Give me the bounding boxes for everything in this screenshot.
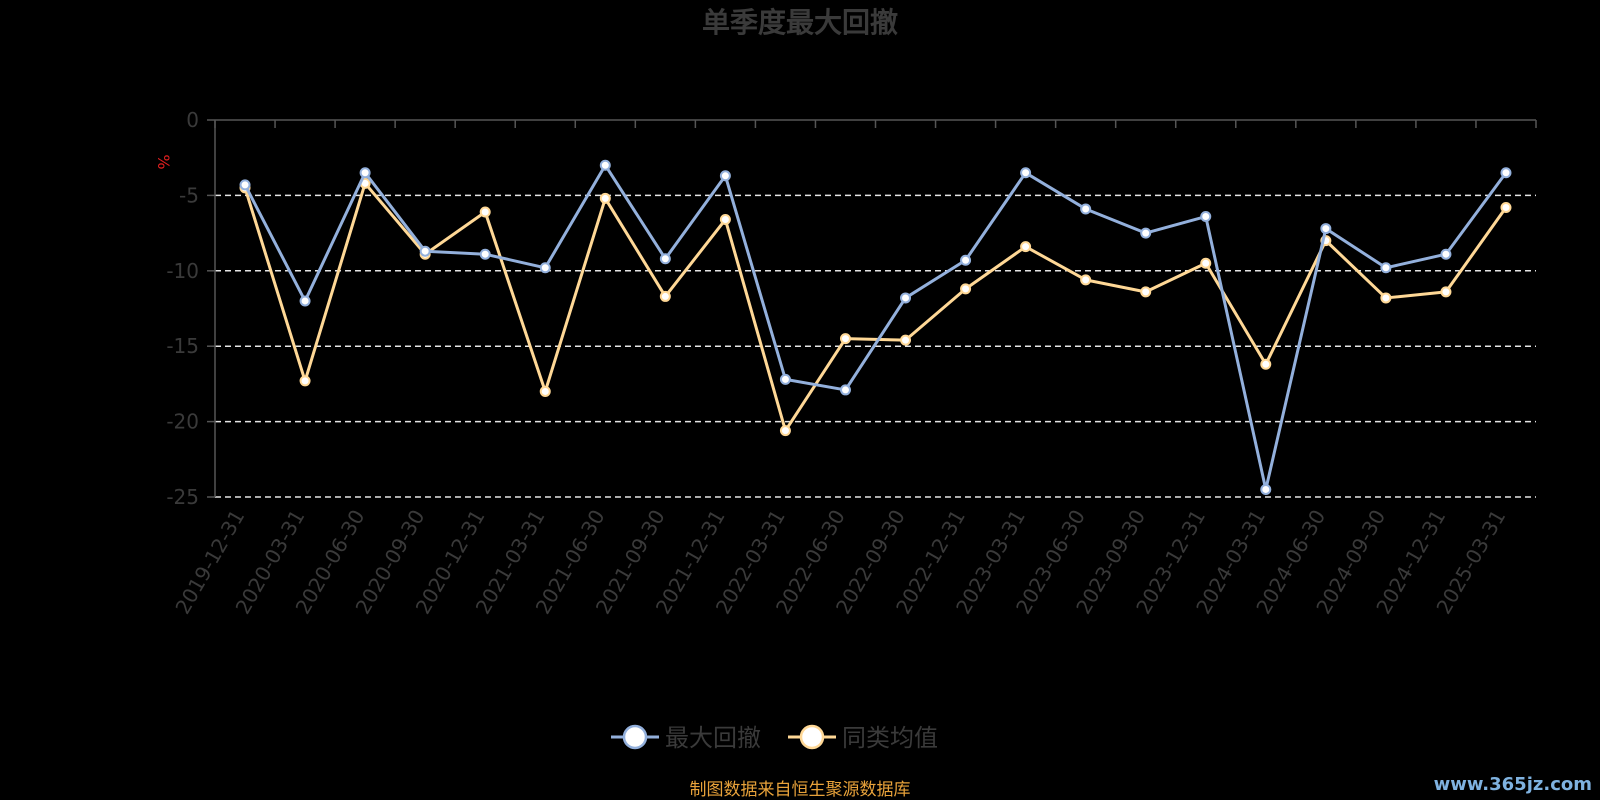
legend-label: 最大回撤 [665, 724, 761, 752]
series-line [243, 181, 1508, 433]
data-point [1260, 358, 1272, 370]
data-point [1080, 274, 1092, 286]
data-point [1380, 292, 1392, 304]
data-point [1260, 483, 1272, 495]
series-line [243, 163, 1508, 491]
y-tick-label: 0 [186, 108, 199, 132]
data-point [299, 295, 311, 307]
legend-label: 同类均值 [842, 724, 938, 752]
data-point [719, 170, 731, 182]
data-point [779, 373, 791, 385]
data-point [1080, 203, 1092, 215]
data-point [1140, 286, 1152, 298]
data-point [1500, 167, 1512, 179]
data-point [900, 292, 912, 304]
data-point [479, 206, 491, 218]
data-point [1020, 167, 1032, 179]
chart-title: 单季度最大回撤 [702, 6, 898, 39]
watermark: www.365jz.com [1434, 774, 1592, 795]
data-point [1380, 262, 1392, 274]
data-point [539, 262, 551, 274]
legend-marker [799, 724, 825, 750]
legend-marker [622, 724, 648, 750]
data-point [479, 248, 491, 260]
legend[interactable]: 最大回撤 同类均值 [611, 724, 938, 752]
data-point [419, 245, 431, 257]
y-tick-label: -25 [166, 485, 199, 509]
data-point [1140, 227, 1152, 239]
y-tick-label: -20 [166, 410, 199, 434]
data-point [239, 179, 251, 191]
data-point [779, 425, 791, 437]
data-point [1440, 248, 1452, 260]
data-point [960, 283, 972, 295]
y-tick-label: -5 [179, 183, 199, 207]
data-point [539, 385, 551, 397]
data-point [1200, 211, 1212, 223]
data-point [839, 333, 851, 345]
data-point [1020, 241, 1032, 253]
axes [207, 119, 1537, 498]
data-point [359, 167, 371, 179]
data-point [960, 254, 972, 266]
series-group [239, 159, 1512, 495]
data-source-note: 制图数据来自恒生聚源数据库 [690, 780, 911, 800]
data-point [599, 159, 611, 171]
data-point [900, 334, 912, 346]
data-point [839, 384, 851, 396]
y-tick-label: -15 [166, 334, 199, 358]
data-point [1320, 223, 1332, 235]
data-point [719, 214, 731, 226]
x-tick-labels: 2019-12-312020-03-312020-06-302020-09-30… [170, 505, 1510, 618]
data-point [599, 192, 611, 204]
y-axis-unit: % [154, 154, 173, 169]
y-tick-label: -10 [166, 259, 199, 283]
legend-item[interactable]: 最大回撤 [611, 724, 761, 752]
data-point [1200, 257, 1212, 269]
y-tick-labels: 0 -5 -10 -15 -20 -25 [166, 108, 199, 509]
data-point [659, 290, 671, 302]
data-point [1440, 286, 1452, 298]
data-point [659, 253, 671, 265]
data-point [1500, 201, 1512, 213]
legend-item[interactable]: 同类均值 [788, 724, 938, 752]
data-point [299, 375, 311, 387]
